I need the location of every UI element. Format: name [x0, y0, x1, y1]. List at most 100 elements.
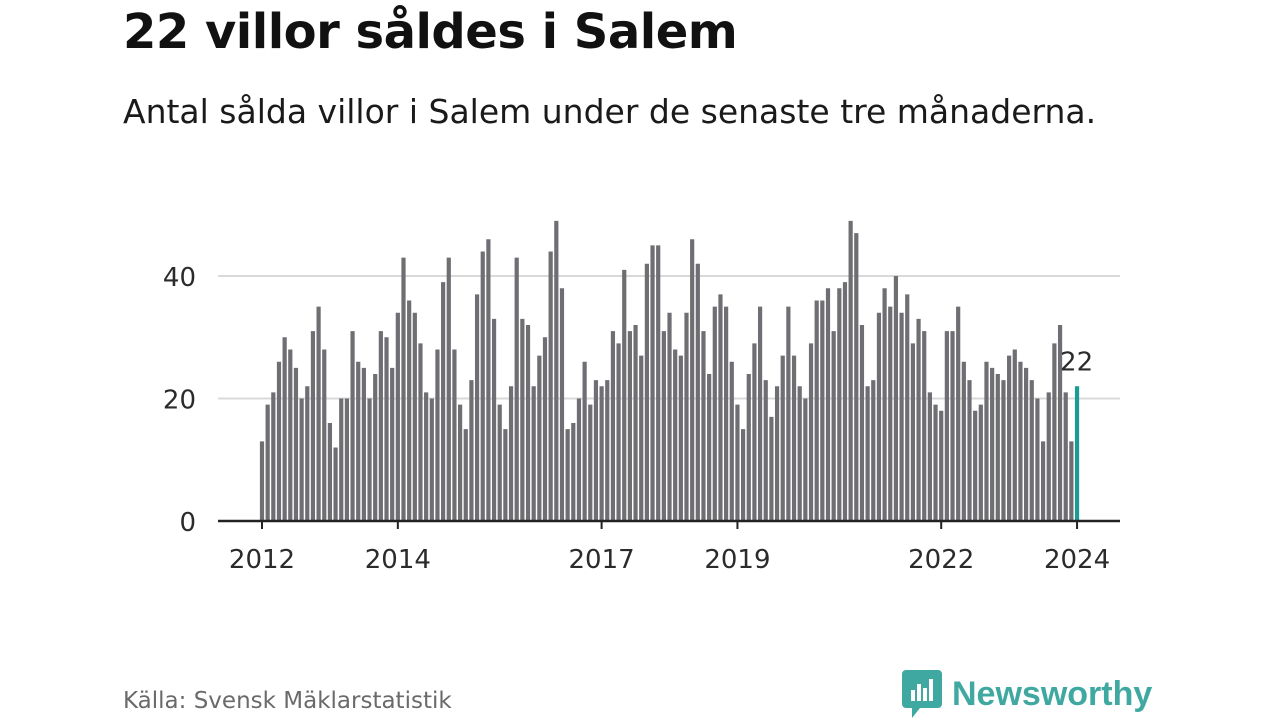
bar: [401, 257, 406, 521]
bar: [973, 410, 978, 521]
bar: [390, 367, 395, 521]
bar: [418, 343, 423, 521]
x-tick-label: 2024: [1044, 545, 1110, 575]
bar: [1069, 441, 1074, 521]
bar: [769, 416, 774, 521]
bar: [1057, 325, 1063, 521]
bar: [616, 343, 621, 521]
bar: [701, 331, 706, 521]
bar: [525, 325, 531, 521]
bar: [322, 349, 327, 521]
highlight-value-label: 22: [1060, 347, 1093, 377]
bar: [588, 404, 593, 521]
bar: [497, 404, 502, 521]
bar: [361, 367, 366, 521]
bar-chart: 0 20 40 2012 2014 2017 2019 2022 2024 22: [163, 220, 1120, 575]
bar: [650, 245, 655, 521]
bar: [978, 404, 983, 521]
bar: [791, 355, 797, 521]
bar: [1046, 392, 1051, 521]
bar: [876, 312, 882, 521]
bar: [1063, 392, 1068, 521]
bar: [565, 429, 570, 521]
bar: [967, 380, 972, 521]
brand-name: Newsworthy: [952, 674, 1153, 713]
bar: [859, 325, 865, 521]
bar: [605, 380, 610, 521]
bar: [441, 282, 446, 521]
bar: [276, 361, 282, 521]
bar: [627, 331, 632, 521]
bar: [690, 239, 695, 521]
bar: [842, 282, 848, 521]
bar: [837, 288, 842, 521]
bar: [446, 257, 451, 521]
x-tick-label: 2014: [365, 545, 431, 575]
bar: [741, 429, 746, 521]
bar: [922, 331, 927, 521]
bar: [825, 288, 831, 521]
bar: [808, 343, 814, 521]
bar: [520, 318, 525, 521]
bar: [899, 312, 904, 521]
bar: [871, 380, 876, 521]
bar: [474, 294, 480, 521]
bar: [774, 386, 780, 521]
bar: [542, 337, 548, 521]
bar: [293, 367, 299, 521]
bar: [735, 404, 740, 521]
bar: [939, 410, 944, 521]
bar: [820, 300, 825, 521]
bar: [288, 349, 293, 521]
bar: [305, 386, 310, 521]
bar: [803, 398, 808, 521]
bar: [384, 337, 389, 521]
bar: [910, 343, 915, 521]
bar: [678, 355, 683, 521]
labels: 0 20 40 2012 2014 2017 2019 2022 2024 22: [163, 263, 1110, 575]
bar: [610, 331, 616, 521]
bar: [752, 343, 757, 521]
bar: [452, 349, 457, 521]
bar: [893, 276, 899, 521]
bar: [944, 331, 949, 521]
bar: [378, 331, 383, 521]
bar: [763, 380, 768, 521]
y-tick-label: 40: [163, 263, 196, 293]
bar: [491, 318, 497, 521]
bar: [424, 392, 429, 521]
bar: [559, 288, 565, 521]
bar: [1035, 398, 1040, 521]
brand-logo: Newsworthy: [902, 670, 1152, 718]
bar: [1018, 361, 1023, 521]
bar: [984, 361, 989, 521]
bar: [780, 355, 785, 521]
bar: [469, 380, 474, 521]
bar: [282, 337, 287, 521]
bar: [435, 349, 440, 521]
bar: [531, 386, 536, 521]
bar: [463, 429, 468, 521]
bar: [956, 306, 961, 521]
bar: [373, 374, 378, 521]
bar: [667, 312, 672, 521]
bar: [639, 355, 644, 521]
bar: [622, 269, 627, 521]
bar: [990, 367, 995, 521]
bar: [599, 386, 604, 521]
bar: [503, 429, 508, 521]
bar: [299, 398, 304, 521]
bar: [271, 392, 276, 521]
bar: [1001, 380, 1006, 521]
y-tick-label: 0: [179, 508, 196, 538]
bar: [644, 263, 649, 521]
bar: [458, 404, 463, 521]
bar: [712, 306, 717, 521]
bar: [554, 220, 559, 521]
chart-subtitle: Antal sålda villor i Salem under de sena…: [123, 92, 1097, 131]
bar: [537, 355, 542, 521]
bar: [854, 233, 859, 521]
bar: [407, 300, 412, 521]
bar: [1012, 349, 1017, 521]
newsworthy-logo-icon: [902, 670, 942, 718]
